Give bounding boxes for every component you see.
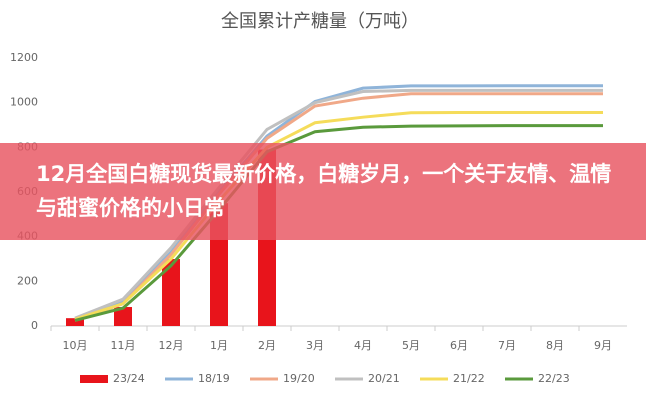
y-tick-label: 1000 — [10, 96, 38, 109]
headline-banner: 12月全国白糖现货最新价格，白糖岁月，一个关于友情、温情与甜蜜价格的小日常 — [0, 143, 646, 240]
bar — [114, 307, 132, 326]
line — [74, 92, 603, 322]
x-tick-label: 2月 — [258, 339, 276, 352]
legend-label: 19/20 — [283, 372, 315, 385]
bar — [162, 259, 180, 326]
x-tick-label: 4月 — [354, 339, 372, 352]
line — [74, 110, 603, 321]
legend-label: 18/19 — [198, 372, 230, 385]
x-tick-label: 8月 — [546, 339, 564, 352]
legend-label: 20/21 — [368, 372, 400, 385]
x-tick-label: 6月 — [450, 339, 468, 352]
legend-swatch — [80, 375, 108, 383]
x-tick-label: 1月 — [210, 339, 228, 352]
y-tick-label: 1200 — [10, 51, 38, 64]
x-tick-label: 11月 — [111, 339, 136, 352]
headline: 12月全国白糖现货最新价格，白糖岁月，一个关于友情、温情与甜蜜价格的小日常 — [36, 162, 612, 220]
line — [74, 124, 603, 322]
bar — [66, 318, 84, 326]
y-tick-label: 200 — [17, 274, 38, 287]
x-tick-label: 7月 — [498, 339, 516, 352]
legend-label: 23/24 — [113, 372, 145, 385]
x-tick-label: 9月 — [594, 339, 612, 352]
legend-label: 21/22 — [453, 372, 485, 385]
x-tick-label: 3月 — [306, 339, 324, 352]
line — [74, 84, 603, 321]
x-tick-label: 12月 — [159, 339, 184, 352]
legend-label: 22/23 — [538, 372, 570, 385]
x-tick-label: 10月 — [63, 339, 88, 352]
chart-title: 全国累计产糖量（万吨） — [221, 11, 419, 32]
y-tick-label: 0 — [31, 319, 38, 332]
x-tick-label: 5月 — [402, 339, 420, 352]
line — [74, 88, 603, 320]
